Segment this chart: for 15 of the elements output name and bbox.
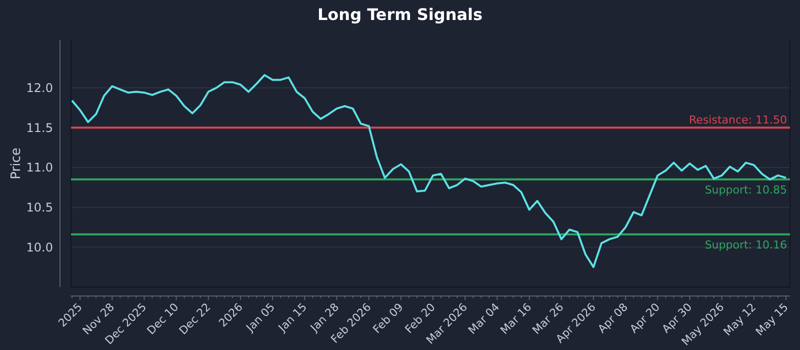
ref-line-label: Support: 10.85	[704, 183, 787, 196]
y-tick-label: 12.0	[26, 81, 53, 96]
x-tick-label: Feb 09	[370, 300, 406, 336]
chart-title: Long Term Signals	[317, 5, 483, 24]
x-tick-label: Jan 15	[275, 300, 310, 335]
x-tick-label: Jan 05	[243, 300, 278, 335]
y-tick-label: 10.5	[26, 200, 53, 215]
y-tick-label: 10.0	[26, 240, 53, 254]
x-tick-label: Dec 22	[176, 300, 214, 338]
y-tick-label: 11.5	[26, 120, 53, 135]
y-tick-label: 11.0	[26, 160, 53, 175]
line-series	[71, 74, 787, 268]
y-axis-title: Price	[9, 148, 24, 180]
ref-line-label: Support: 10.16	[704, 238, 787, 252]
ref-line-label: Resistance: 11.50	[689, 114, 787, 127]
